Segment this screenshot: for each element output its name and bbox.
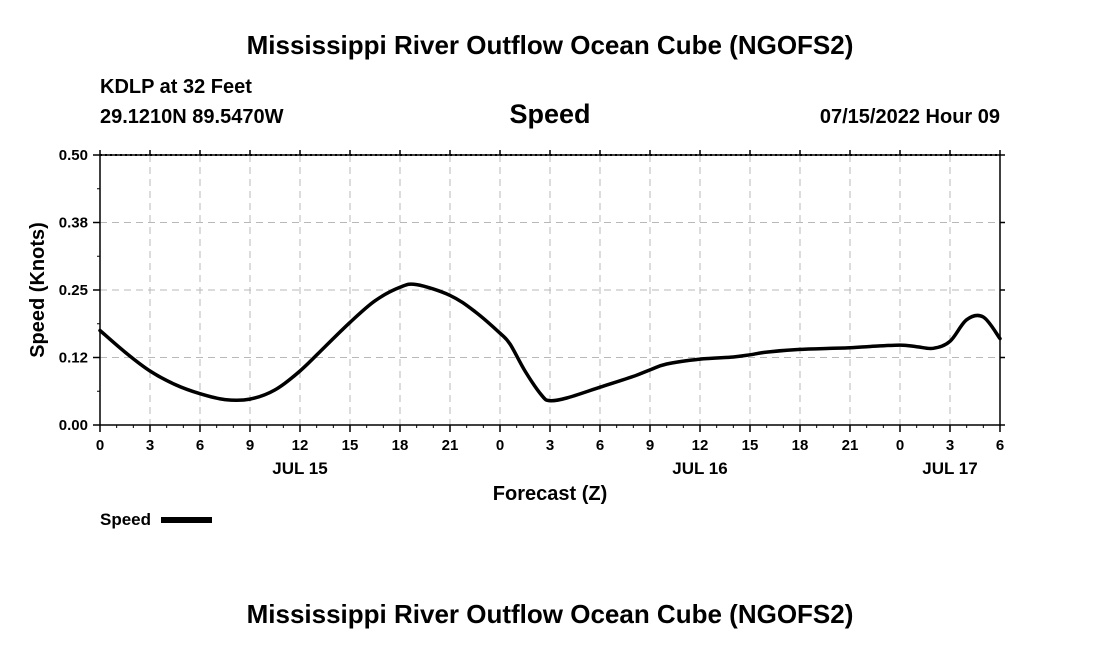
date-label: JUL 15 bbox=[272, 459, 327, 478]
axis-ticks bbox=[93, 150, 1005, 432]
x-tick-label: 3 bbox=[146, 437, 154, 454]
y-tick-label: 0.25 bbox=[59, 282, 88, 299]
grid bbox=[100, 154, 1000, 425]
date-label: JUL 16 bbox=[672, 459, 727, 478]
y-tick-label: 0.00 bbox=[59, 417, 88, 434]
x-tick-label: 9 bbox=[646, 437, 654, 454]
x-tick-label: 3 bbox=[546, 437, 554, 454]
station-coordinates: 29.1210N 89.5470W bbox=[100, 106, 284, 128]
x-tick-label: 21 bbox=[842, 437, 859, 454]
y-tick-label: 0.38 bbox=[59, 215, 88, 232]
x-tick-label: 0 bbox=[496, 437, 504, 454]
x-tick-label: 21 bbox=[442, 437, 459, 454]
date-label: JUL 17 bbox=[922, 459, 977, 478]
x-tick-label: 9 bbox=[246, 437, 254, 454]
chart-heading: Speed bbox=[509, 99, 591, 129]
x-tick-label: 12 bbox=[692, 437, 709, 454]
station-label: KDLP at 32 Feet bbox=[100, 76, 252, 98]
main-title: Mississippi River Outflow Ocean Cube (NG… bbox=[246, 30, 854, 60]
forecast-datetime: 07/15/2022 Hour 09 bbox=[819, 106, 1000, 128]
x-tick-label: 15 bbox=[342, 437, 359, 454]
x-tick-label: 18 bbox=[792, 437, 809, 454]
x-tick-label: 15 bbox=[742, 437, 759, 454]
y-axis-title: Speed (Knots) bbox=[27, 222, 49, 358]
series-line-speed bbox=[98, 282, 1002, 403]
x-tick-label: 0 bbox=[96, 437, 104, 454]
x-tick-label: 6 bbox=[996, 437, 1004, 454]
y-tick-label: 0.50 bbox=[59, 147, 88, 164]
x-tick-label: 12 bbox=[292, 437, 309, 454]
x-tick-label: 6 bbox=[596, 437, 604, 454]
y-tick-label: 0.12 bbox=[59, 350, 88, 367]
x-tick-label: 18 bbox=[392, 437, 409, 454]
x-tick-label: 6 bbox=[196, 437, 204, 454]
x-axis-title: Forecast (Z) bbox=[493, 483, 607, 505]
axis-labels: 0 3 6 9 12 15 18 21 0 3 6 9 12 15 18 21 0 3 6 0.00 0.12 0.25 0… bbox=[59, 147, 1004, 478]
x-tick-label: 3 bbox=[946, 437, 954, 454]
legend: Speed bbox=[100, 510, 212, 529]
bottom-title: Mississippi River Outflow Ocean Cube (NG… bbox=[246, 599, 854, 629]
x-tick-label: 0 bbox=[896, 437, 904, 454]
legend-label: Speed bbox=[100, 510, 151, 529]
